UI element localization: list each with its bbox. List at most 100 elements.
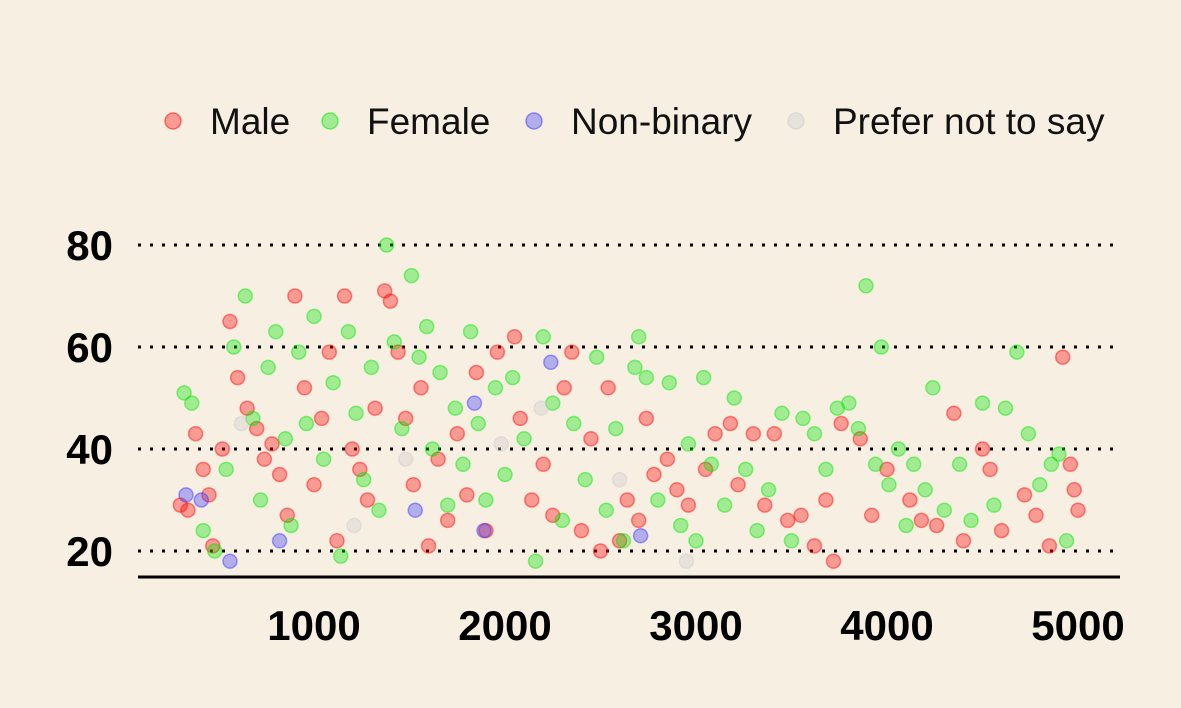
data-point-male <box>974 441 991 457</box>
data-point-female <box>850 420 867 437</box>
data-point-female <box>986 497 1002 513</box>
data-point-female <box>806 425 823 442</box>
data-point-male <box>902 492 918 508</box>
data-point-male <box>430 451 446 467</box>
data-point-male <box>757 497 773 513</box>
data-point-female <box>703 456 720 473</box>
data-point-prefer-not-to-say <box>611 471 628 488</box>
data-point-female <box>1009 344 1025 360</box>
data-point-female <box>218 461 234 478</box>
data-point-male <box>523 492 540 508</box>
data-point-male <box>344 441 360 457</box>
data-point-female <box>545 395 561 411</box>
data-point-male <box>279 507 296 524</box>
data-point-female <box>974 395 991 411</box>
data-point-male <box>928 517 945 534</box>
data-point-male <box>413 380 429 396</box>
data-point-female <box>598 502 614 518</box>
data-point-female <box>1032 476 1048 493</box>
data-point-female <box>290 344 307 360</box>
data-point-male <box>619 492 635 508</box>
data-point-female <box>252 492 269 508</box>
data-point-male <box>420 538 437 554</box>
data-point-female <box>1051 446 1067 462</box>
x-tick-label-4000: 4000 <box>840 602 933 649</box>
data-point-male <box>306 476 322 493</box>
data-point-female <box>455 456 471 473</box>
data-point-male <box>825 553 842 569</box>
data-point-male <box>982 461 998 478</box>
data-point-female <box>890 441 907 457</box>
data-point-male <box>573 522 590 539</box>
data-point-female <box>340 323 357 340</box>
data-point-male <box>879 461 895 478</box>
data-point-female <box>497 466 513 483</box>
data-points <box>172 237 1086 569</box>
data-point-male <box>793 507 809 524</box>
data-point-female <box>898 517 914 534</box>
data-point-female <box>841 395 857 411</box>
data-point-non-binary <box>466 395 483 411</box>
data-point-female <box>527 553 544 569</box>
data-point-female <box>688 533 704 549</box>
data-point-female <box>881 476 897 493</box>
data-point-male <box>707 425 723 442</box>
data-point-female <box>283 517 299 534</box>
data-point-female <box>829 400 846 416</box>
data-point-female <box>680 436 697 452</box>
data-point-male <box>638 410 655 427</box>
data-point-female <box>873 339 890 355</box>
data-point-male <box>669 482 685 498</box>
data-point-prefer-not-to-say <box>678 553 695 569</box>
data-point-male <box>359 492 376 508</box>
data-point-male <box>449 425 465 442</box>
data-point-male <box>489 344 506 360</box>
data-point-female <box>726 390 742 406</box>
data-point-female <box>630 329 647 345</box>
data-point-male <box>439 512 456 529</box>
data-point-non-binary <box>193 492 210 508</box>
data-point-male <box>296 380 313 396</box>
data-point-male <box>955 533 972 549</box>
data-point-male <box>205 538 221 554</box>
data-point-male <box>1066 482 1082 498</box>
data-point-male <box>478 522 494 539</box>
data-point-male <box>352 461 368 478</box>
data-point-prefer-not-to-say <box>346 517 362 534</box>
y-tick-label-60: 60 <box>66 324 113 371</box>
data-point-female <box>917 482 933 498</box>
data-point-male <box>863 507 880 524</box>
data-point-female <box>749 522 765 539</box>
data-point-male <box>239 400 255 416</box>
data-point-prefer-not-to-say <box>233 415 250 432</box>
legend-label-non-binary: Non-binary <box>571 101 752 142</box>
data-point-non-binary <box>222 553 238 569</box>
data-point-female <box>394 420 410 437</box>
data-point-female <box>439 497 456 513</box>
data-point-male <box>766 425 783 442</box>
data-point-female <box>638 369 655 386</box>
data-point-non-binary <box>476 522 492 539</box>
data-point-female <box>615 533 632 549</box>
data-point-female <box>371 502 387 518</box>
data-point-male <box>336 288 353 304</box>
data-point-male <box>506 329 523 345</box>
data-point-male <box>256 451 273 467</box>
data-point-female <box>226 339 242 355</box>
data-point-female <box>760 482 777 498</box>
data-point-male <box>913 512 930 529</box>
data-point-male <box>745 425 762 442</box>
data-point-female <box>206 543 223 559</box>
data-point-female <box>783 533 800 549</box>
data-point-male <box>818 492 834 508</box>
data-point-female <box>627 359 643 376</box>
data-point-female <box>325 374 341 391</box>
data-point-male <box>779 512 796 529</box>
data-point-female <box>418 318 435 335</box>
data-point-male <box>264 436 280 452</box>
data-point-prefer-not-to-say <box>397 451 414 467</box>
data-point-male <box>195 461 211 478</box>
legend-marker-prefer-not-to-say <box>787 112 805 130</box>
data-point-male <box>993 522 1010 539</box>
data-point-male <box>611 533 628 549</box>
